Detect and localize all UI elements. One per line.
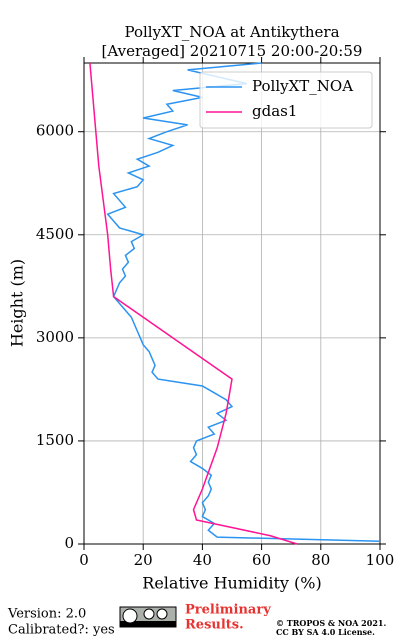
y-tick-label: 4500 <box>36 225 74 243</box>
y-axis-label: Height (m) <box>8 259 27 347</box>
x-axis-label: Relative Humidity (%) <box>142 574 321 593</box>
x-tick-label: 80 <box>311 551 330 569</box>
x-tick-label: 40 <box>193 551 212 569</box>
legend-box <box>199 71 373 129</box>
y-tick-label: 3000 <box>36 328 74 346</box>
x-tick-label: 100 <box>366 551 395 569</box>
profile-line <box>106 62 381 543</box>
preliminary: Preliminary <box>185 603 271 618</box>
version: Version: 2.0 <box>7 607 86 622</box>
license: © TROPOS & NOA 2021. <box>276 618 386 628</box>
y-tick-label: 0 <box>64 534 74 552</box>
x-tick-label: 20 <box>134 551 153 569</box>
preliminary: Results. <box>185 618 244 633</box>
cc-badge <box>119 606 177 628</box>
license: CC BY SA 4.0 License. <box>276 627 375 637</box>
legend-label: gdas1 <box>252 102 297 120</box>
x-tick-label: 0 <box>79 551 89 569</box>
x-tick-label: 60 <box>252 551 271 569</box>
y-tick-label: 6000 <box>36 122 74 140</box>
chart-subtitle: [Averaged] 20210715 20:00-20:59 <box>102 42 363 60</box>
calibrated: Calibrated?: yes <box>8 623 115 638</box>
legend-label: PollyXT_NOA <box>252 77 353 95</box>
profile-line <box>89 62 298 545</box>
chart-title: PollyXT_NOA at Antikythera <box>124 23 339 41</box>
plot-frame <box>83 62 381 545</box>
y-tick-label: 1500 <box>36 431 74 449</box>
